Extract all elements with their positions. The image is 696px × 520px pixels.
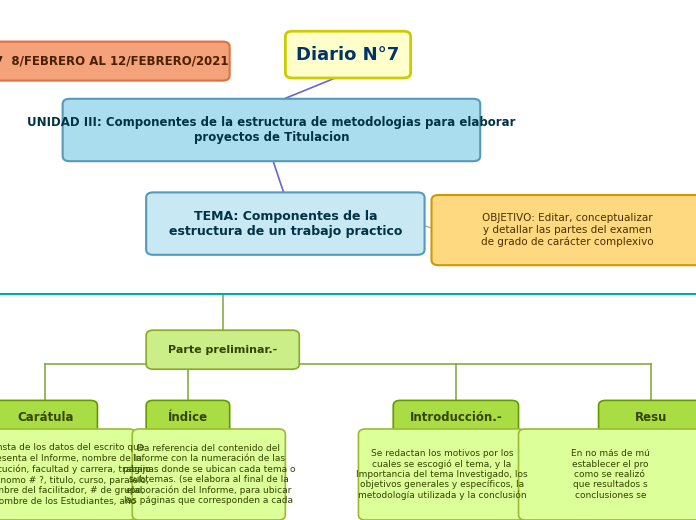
FancyBboxPatch shape: [393, 400, 519, 434]
Text: 7  8/FEBRERO AL 12/FEBRERO/2021: 7 8/FEBRERO AL 12/FEBRERO/2021: [0, 55, 228, 68]
FancyBboxPatch shape: [146, 192, 425, 255]
FancyBboxPatch shape: [132, 429, 285, 520]
FancyBboxPatch shape: [358, 429, 525, 520]
Text: Carátula: Carátula: [17, 411, 74, 424]
FancyBboxPatch shape: [599, 400, 696, 434]
Text: UNIDAD III: Componentes de la estructura de metodologias para elaborar
proyectos: UNIDAD III: Componentes de la estructura…: [27, 116, 516, 144]
Text: En no más de mú
establecer el pro
como se realizó 
que resultados s
conclusiones: En no más de mú establecer el pro como s…: [571, 449, 650, 500]
FancyBboxPatch shape: [146, 400, 230, 434]
FancyBboxPatch shape: [63, 99, 480, 161]
FancyBboxPatch shape: [0, 400, 97, 434]
FancyBboxPatch shape: [519, 429, 696, 520]
Text: Da referencia del contenido del
Informe con la numeración de las
páginas donde s: Da referencia del contenido del Informe …: [122, 444, 295, 505]
FancyBboxPatch shape: [285, 31, 411, 78]
Text: OBJETIVO: Editar, conceptualizar
y detallar las partes del examen
de grado de ca: OBJETIVO: Editar, conceptualizar y detal…: [481, 213, 654, 247]
Text: TEMA: Componentes de la
estructura de un trabajo practico: TEMA: Componentes de la estructura de un…: [168, 210, 402, 238]
Text: Parte preliminar.-: Parte preliminar.-: [168, 345, 277, 355]
Text: Introducción.-: Introducción.-: [409, 411, 503, 424]
Text: Consta de los datos del escrito que
presenta el Informe, nombre de la
institució: Consta de los datos del escrito que pres…: [0, 444, 150, 505]
Text: Resu: Resu: [635, 411, 667, 424]
FancyBboxPatch shape: [432, 195, 696, 265]
FancyBboxPatch shape: [146, 330, 299, 369]
Text: Índice: Índice: [168, 411, 208, 424]
Text: Diario N°7: Diario N°7: [296, 46, 400, 63]
FancyBboxPatch shape: [0, 42, 230, 81]
FancyBboxPatch shape: [0, 429, 136, 520]
Text: Se redactan los motivos por los
cuales se escogió el tema, y la
Importancia del : Se redactan los motivos por los cuales s…: [356, 449, 528, 500]
